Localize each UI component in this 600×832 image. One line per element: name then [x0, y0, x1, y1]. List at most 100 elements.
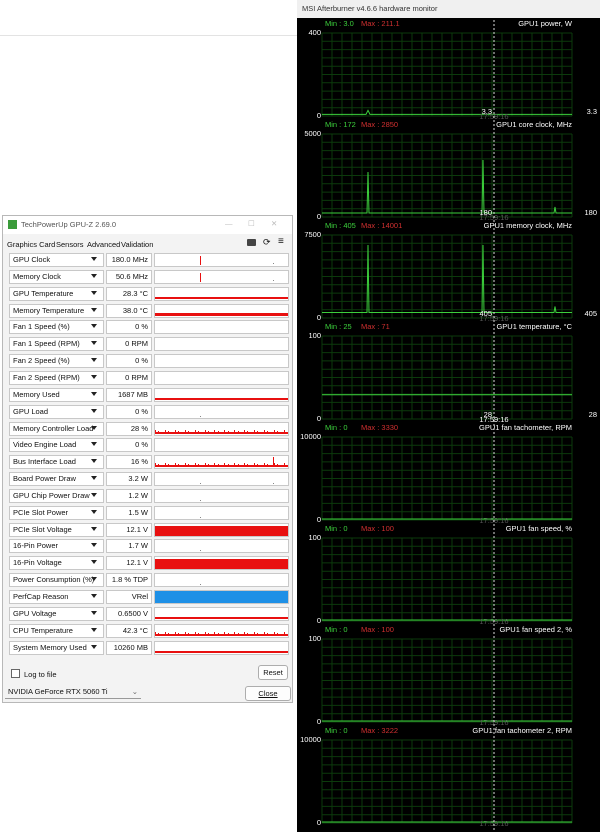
graph-noise [270, 633, 272, 636]
dropdown-arrow [91, 425, 97, 430]
graph-noise [201, 465, 203, 468]
refresh-icon[interactable]: ⟳ [263, 237, 271, 247]
sensor-name[interactable]: Power Consumption (%) [9, 573, 104, 588]
graph-line [155, 312, 288, 316]
graph-noise [171, 431, 173, 434]
sensor-graph [154, 438, 289, 453]
graph-noise [184, 463, 186, 466]
sensor-name[interactable]: GPU Clock [9, 253, 104, 267]
sensor-name[interactable]: Memory Used [9, 387, 104, 402]
sensor-name[interactable]: System Memory Used [9, 640, 104, 655]
sensor-name[interactable]: CPU Temperature [9, 623, 104, 638]
dropdown-arrow [91, 560, 97, 565]
min-label: Min : 0 [325, 726, 348, 735]
graph-noise [161, 431, 163, 434]
graph-noise [194, 463, 196, 466]
sensor-name[interactable]: GPU Chip Power Draw [9, 488, 104, 503]
graph-noise [164, 631, 166, 634]
min-label: Min : 3.0 [325, 19, 354, 28]
graph-noise [234, 463, 236, 466]
divider [0, 35, 297, 36]
sensor-name[interactable]: PerfCap Reason [9, 590, 104, 604]
sensor-name[interactable]: PCIe Slot Voltage [9, 522, 104, 537]
sensor-name[interactable]: 16-Pin Power [9, 539, 104, 554]
sensor-name[interactable]: PCIe Slot Power [9, 505, 104, 520]
sensor-name[interactable]: GPU Load [9, 404, 104, 419]
graph-noise [263, 429, 265, 432]
sensor-value: 1.7 W [106, 539, 152, 554]
graph-line [155, 397, 288, 400]
graph-noise [211, 431, 213, 434]
sensor-value: 0 % [106, 354, 152, 369]
graph-dot [200, 550, 201, 552]
sensor-value: 1.2 W [106, 488, 152, 503]
tab[interactable]: Graphics Card [7, 240, 56, 249]
trace [322, 109, 572, 115]
menu-icon[interactable]: ≡ [278, 236, 284, 247]
current-value: 28 [589, 410, 597, 419]
sensor-graph [154, 623, 289, 638]
sensor-value: 0 % [106, 320, 152, 335]
tab[interactable]: Advanced [87, 240, 121, 249]
graph-noise [181, 633, 183, 636]
max-label: Max : 2850 [361, 120, 398, 129]
cursor-time: 17:59:16 [479, 415, 508, 424]
sensor-name[interactable]: Memory Temperature [9, 303, 104, 318]
graph-noise [244, 463, 246, 466]
graph-noise [244, 429, 246, 432]
graph-title: GPU1 fan speed 2, % [499, 625, 572, 634]
graph-noise [194, 631, 196, 634]
min-label: Min : 25 [325, 322, 352, 331]
camera-icon[interactable] [247, 239, 256, 246]
graph-noise [204, 463, 206, 466]
sensor-name[interactable]: Memory Controller Load [9, 421, 104, 436]
graph-noise [174, 463, 176, 466]
axis-min: 0 [317, 111, 321, 120]
sensor-name[interactable]: Fan 1 Speed (RPM) [9, 337, 104, 352]
graph-noise [194, 429, 196, 432]
tab[interactable]: Sensors [56, 240, 84, 249]
graph-noise [270, 465, 272, 468]
graph-noise [280, 431, 282, 434]
checkbox[interactable] [11, 669, 20, 678]
cursor-value: 28 [484, 410, 492, 419]
maximize[interactable]: ☐ [248, 219, 255, 228]
tab[interactable]: Validation [121, 240, 154, 249]
sensor-name[interactable]: Video Engine Load [9, 438, 104, 453]
close-button[interactable]: Close [245, 686, 291, 701]
sensor-graph [154, 303, 289, 318]
minimize[interactable]: — [225, 219, 233, 228]
sensor-name[interactable]: Memory Clock [9, 269, 104, 284]
sensor-name[interactable]: GPU Voltage [9, 606, 104, 621]
sensor-name[interactable]: Bus Interface Load [9, 455, 104, 470]
current-value: 180 [584, 208, 597, 217]
sensor-name[interactable]: GPU Temperature [9, 286, 104, 301]
graph-fill [155, 559, 288, 570]
sensor-graph [154, 573, 289, 588]
sensor-name[interactable]: 16-Pin Voltage [9, 556, 104, 571]
sensor-graph [154, 505, 289, 520]
graph-noise [230, 431, 232, 434]
sensor-name[interactable]: Fan 2 Speed (%) [9, 354, 104, 369]
dropdown-arrow [91, 526, 97, 531]
title-bar [297, 0, 600, 18]
gpu-select[interactable]: NVIDIA GeForce RTX 5060 Ti ⌄ [5, 686, 141, 699]
sensor-name[interactable]: Fan 2 Speed (RPM) [9, 370, 104, 385]
graph-noise [158, 464, 160, 467]
sensor-graph [154, 387, 289, 402]
reset-button[interactable]: Reset [258, 665, 288, 680]
sensor-name[interactable]: Board Power Draw [9, 472, 104, 487]
graph-noise [247, 430, 249, 433]
dropdown-arrow [91, 391, 97, 396]
axis-min: 0 [317, 414, 321, 423]
graph-line [155, 296, 288, 299]
graph-noise [267, 464, 269, 467]
graph-noise [188, 430, 189, 433]
graph-noise [277, 632, 279, 635]
axis-min: 0 [317, 717, 321, 726]
axis-max: 10000 [300, 735, 321, 744]
graph-noise [277, 464, 279, 467]
sensor-name[interactable]: Fan 1 Speed (%) [9, 320, 104, 335]
sensor-graph [154, 640, 289, 655]
close-x[interactable]: ✕ [271, 219, 278, 228]
